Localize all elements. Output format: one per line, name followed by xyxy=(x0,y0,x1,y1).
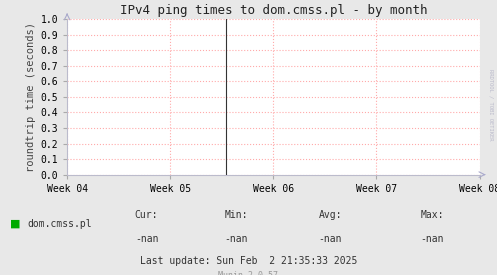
Text: Last update: Sun Feb  2 21:35:33 2025: Last update: Sun Feb 2 21:35:33 2025 xyxy=(140,256,357,266)
Text: -nan: -nan xyxy=(319,234,342,244)
Title: IPv4 ping times to dom.cmss.pl - by month: IPv4 ping times to dom.cmss.pl - by mont… xyxy=(120,4,427,17)
Text: -nan: -nan xyxy=(135,234,159,244)
Text: ■: ■ xyxy=(10,219,20,229)
Text: Cur:: Cur: xyxy=(135,210,159,219)
Text: Avg:: Avg: xyxy=(319,210,342,219)
Text: -nan: -nan xyxy=(420,234,444,244)
Text: -nan: -nan xyxy=(224,234,248,244)
Text: Min:: Min: xyxy=(224,210,248,219)
Y-axis label: roundtrip time (seconds): roundtrip time (seconds) xyxy=(26,22,36,172)
Text: dom.cmss.pl: dom.cmss.pl xyxy=(27,219,92,229)
Text: Munin 2.0.57: Munin 2.0.57 xyxy=(219,271,278,275)
Text: RRDTOOL / TOBI OETIKER: RRDTOOL / TOBI OETIKER xyxy=(489,69,494,140)
Text: Max:: Max: xyxy=(420,210,444,219)
